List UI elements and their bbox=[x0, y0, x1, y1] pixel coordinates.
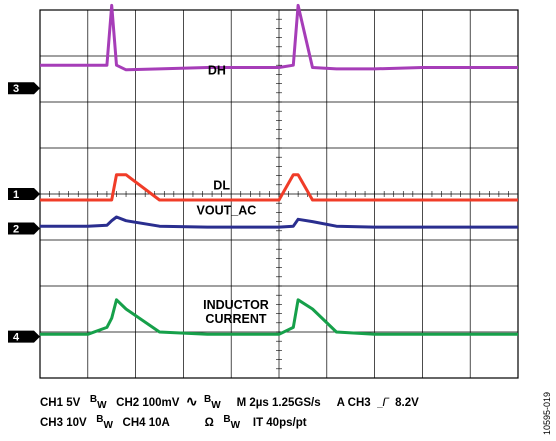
trace-label-dl: DL bbox=[213, 178, 230, 192]
ch1-scale: CH1 5V bbox=[40, 397, 81, 409]
trace-label-inductor-current: INDUCTOR CURRENT bbox=[203, 298, 269, 326]
channel-2-marker: 2 bbox=[8, 222, 40, 236]
timebase-readout: M 2µs 1.25GS/s bbox=[236, 397, 321, 409]
bandwidth-limit-icon: BW bbox=[89, 394, 107, 411]
channel-number: 1 bbox=[13, 189, 19, 201]
bandwidth-limit-icon: BW bbox=[223, 414, 241, 431]
trace-inductor-current bbox=[40, 298, 518, 336]
ch3-scale: CH3 10V bbox=[40, 417, 87, 429]
figure-id: 10595-019 bbox=[542, 392, 552, 436]
bandwidth-limit-icon: BW bbox=[96, 414, 113, 431]
channel-number: 4 bbox=[13, 332, 20, 344]
trace-labels: DH DL VOUT_AC INDUCTOR CURRENT bbox=[197, 63, 269, 326]
ch2-scale: CH2 100mV bbox=[116, 397, 180, 409]
channel-marker-arrow bbox=[8, 330, 40, 343]
trigger-level: 8.2V bbox=[395, 397, 419, 409]
trigger-source: A CH3 bbox=[336, 397, 371, 409]
bandwidth-limit-icon: BW bbox=[203, 394, 221, 411]
graticule bbox=[39, 9, 519, 379]
trace-label-vout-ac: VOUT_AC bbox=[197, 204, 257, 218]
trace-vout-ac bbox=[40, 215, 518, 229]
rising-edge-icon: _/‾ bbox=[377, 398, 389, 409]
trace-dh bbox=[40, 3, 518, 72]
channel-number: 2 bbox=[13, 224, 19, 236]
channel-3-marker: 3 bbox=[8, 82, 40, 95]
channel-1-marker: 1 bbox=[8, 188, 40, 201]
channel-markers: 3 1 2 4 bbox=[8, 82, 40, 344]
readout-line-2: CH3 10V BW CH4 10A Ω BW IT 40ps/pt bbox=[40, 414, 307, 431]
trace-label-dh: DH bbox=[208, 63, 226, 77]
channel-marker-arrow bbox=[8, 222, 40, 235]
trace-dl bbox=[40, 173, 518, 202]
readout-line-1: CH1 5V BW CH2 100mV ∿ BW M 2µs 1.25GS/s … bbox=[40, 393, 419, 411]
channel-4-marker: 4 bbox=[8, 330, 40, 344]
ohm-icon: Ω bbox=[204, 417, 214, 429]
channel-marker-arrow bbox=[8, 82, 40, 95]
channel-number: 3 bbox=[13, 83, 19, 95]
channel-marker-arrow bbox=[8, 188, 40, 200]
ac-coupling-icon: ∿ bbox=[185, 393, 198, 409]
trace-group bbox=[40, 3, 518, 336]
ch4-scale: CH4 10A bbox=[122, 417, 170, 429]
interpolation-readout: IT 40ps/pt bbox=[252, 417, 307, 429]
